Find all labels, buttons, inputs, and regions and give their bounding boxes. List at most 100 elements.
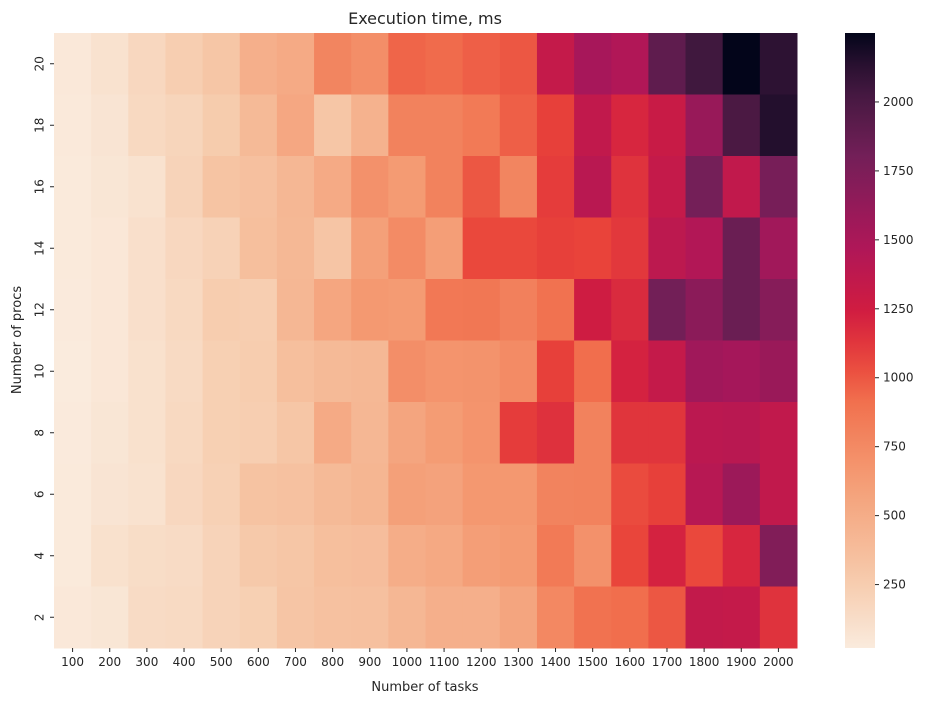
heatmap-cell-2-1600 bbox=[611, 586, 649, 649]
x-tick-label-600: 600 bbox=[247, 655, 270, 669]
heatmap-cell-8-1300 bbox=[499, 402, 538, 464]
heatmap-cell-8-500 bbox=[202, 402, 241, 464]
heatmap-cell-4-1800 bbox=[685, 525, 724, 587]
heatmap-cell-14-1000 bbox=[388, 217, 426, 280]
heatmap-cell-10-1700 bbox=[648, 340, 687, 403]
heatmap-cell-8-2000 bbox=[759, 402, 798, 464]
heatmap-cell-6-200 bbox=[91, 463, 129, 526]
heatmap-cell-8-1500 bbox=[574, 402, 612, 464]
x-tick-label-100: 100 bbox=[61, 655, 84, 669]
heatmap-cell-20-1200 bbox=[462, 33, 501, 95]
heatmap-cell-6-1300 bbox=[499, 463, 538, 526]
heatmap-cell-16-200 bbox=[91, 156, 129, 218]
heatmap-cell-8-1900 bbox=[722, 402, 761, 464]
x-tick-label-1500: 1500 bbox=[577, 655, 608, 669]
heatmap-cell-4-1600 bbox=[611, 525, 649, 587]
heatmap-cell-6-500 bbox=[202, 463, 241, 526]
heatmap-cell-6-100 bbox=[54, 463, 92, 526]
heatmap-cell-18-1000 bbox=[388, 94, 426, 157]
heatmap-cell-12-700 bbox=[276, 279, 315, 341]
heatmap-cell-10-100 bbox=[54, 340, 92, 403]
heatmap-cell-16-400 bbox=[165, 156, 204, 218]
heatmap-cell-2-1500 bbox=[574, 586, 612, 649]
heatmap-cell-20-500 bbox=[202, 33, 241, 95]
heatmap-cell-2-1200 bbox=[462, 586, 501, 649]
y-tick-label-20: 20 bbox=[33, 56, 47, 71]
heatmap-cell-12-800 bbox=[314, 279, 352, 341]
heatmap-cell-2-200 bbox=[91, 586, 129, 649]
heatmap-cell-8-1600 bbox=[611, 402, 649, 464]
heatmap-cell-10-200 bbox=[91, 340, 129, 403]
heatmap-cell-10-1200 bbox=[462, 340, 501, 403]
heatmap-cell-12-100 bbox=[54, 279, 92, 341]
heatmap-cell-2-2000 bbox=[759, 586, 798, 649]
heatmap-cell-20-300 bbox=[128, 33, 166, 95]
heatmap-cell-12-1000 bbox=[388, 279, 426, 341]
heatmap-cell-4-1700 bbox=[648, 525, 687, 587]
heatmap-cell-20-1800 bbox=[685, 33, 724, 95]
heatmap-cell-14-1900 bbox=[722, 217, 761, 280]
y-tick-label-2: 2 bbox=[33, 613, 47, 621]
colorbar-tick-label-250: 250 bbox=[883, 578, 906, 592]
heatmap-cell-10-800 bbox=[314, 340, 352, 403]
heatmap-cell-8-1800 bbox=[685, 402, 724, 464]
heatmap-cell-10-1300 bbox=[499, 340, 538, 403]
heatmap-cell-18-1700 bbox=[648, 94, 687, 157]
heatmap-cell-6-1600 bbox=[611, 463, 649, 526]
heatmap-cell-6-900 bbox=[351, 463, 389, 526]
heatmap-cell-20-600 bbox=[239, 33, 278, 95]
x-tick-label-2000: 2000 bbox=[763, 655, 794, 669]
heatmap-cell-18-400 bbox=[165, 94, 204, 157]
chart-title: Execution time, ms bbox=[348, 9, 502, 28]
colorbar-tick-label-750: 750 bbox=[883, 440, 906, 454]
heatmap-cell-6-700 bbox=[276, 463, 315, 526]
x-tick-label-500: 500 bbox=[210, 655, 233, 669]
heatmap-cell-16-700 bbox=[276, 156, 315, 218]
heatmap-cell-12-200 bbox=[91, 279, 129, 341]
heatmap-cell-14-1500 bbox=[574, 217, 612, 280]
x-tick-label-900: 900 bbox=[358, 655, 381, 669]
heatmap-cell-12-1700 bbox=[648, 279, 687, 341]
heatmap-cell-8-100 bbox=[54, 402, 92, 464]
heatmap-cell-6-1100 bbox=[425, 463, 464, 526]
y-tick-label-12: 12 bbox=[33, 302, 47, 317]
y-tick-label-4: 4 bbox=[33, 552, 47, 560]
colorbar-tick-label-1250: 1250 bbox=[883, 302, 914, 316]
x-axis-ticks: 100 200 300 400 500 600 700 800 900 1000 1100 1200 1… bbox=[61, 648, 794, 669]
heatmap-cell-8-800 bbox=[314, 402, 352, 464]
heatmap-cell-20-400 bbox=[165, 33, 204, 95]
heatmap-cell-20-1900 bbox=[722, 33, 761, 95]
heatmap-cell-2-1900 bbox=[722, 586, 761, 649]
heatmap-cell-20-900 bbox=[351, 33, 389, 95]
heatmap-cell-4-1300 bbox=[499, 525, 538, 587]
heatmap-cell-4-600 bbox=[239, 525, 278, 587]
heatmap-cell-12-1100 bbox=[425, 279, 464, 341]
heatmap-cell-6-1000 bbox=[388, 463, 426, 526]
heatmap-cell-4-300 bbox=[128, 525, 166, 587]
y-tick-label-10: 10 bbox=[33, 364, 47, 379]
heatmap-cell-18-100 bbox=[54, 94, 92, 157]
heatmap-cell-18-1800 bbox=[685, 94, 724, 157]
heatmap-cell-12-400 bbox=[165, 279, 204, 341]
heatmap-cell-8-1100 bbox=[425, 402, 464, 464]
heatmap-cell-16-1600 bbox=[611, 156, 649, 218]
heatmap-cell-18-1900 bbox=[722, 94, 761, 157]
heatmap-cell-14-1600 bbox=[611, 217, 649, 280]
heatmap-cell-18-1300 bbox=[499, 94, 538, 157]
heatmap-cell-10-300 bbox=[128, 340, 166, 403]
x-tick-label-1700: 1700 bbox=[652, 655, 683, 669]
heatmap-cell-18-1400 bbox=[536, 94, 575, 157]
heatmap-cell-6-400 bbox=[165, 463, 204, 526]
heatmap-cell-14-1200 bbox=[462, 217, 501, 280]
heatmap-cell-4-1900 bbox=[722, 525, 761, 587]
heatmap-cell-10-1500 bbox=[574, 340, 612, 403]
heatmap-cell-20-700 bbox=[276, 33, 315, 95]
heatmap-cell-14-400 bbox=[165, 217, 204, 280]
heatmap-cell-14-600 bbox=[239, 217, 278, 280]
heatmap-cell-12-2000 bbox=[759, 279, 798, 341]
x-tick-label-200: 200 bbox=[98, 655, 121, 669]
colorbar-tick-label-2000: 2000 bbox=[883, 95, 914, 109]
heatmap-cell-2-1000 bbox=[388, 586, 426, 649]
heatmap-cell-12-1800 bbox=[685, 279, 724, 341]
